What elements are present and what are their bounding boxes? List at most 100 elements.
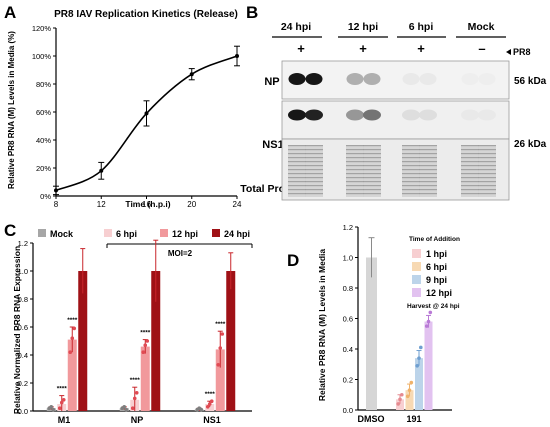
- ns1-band: [402, 109, 420, 121]
- ns1-band: [288, 109, 306, 121]
- ns1-band: [305, 109, 323, 121]
- dot-c: [132, 396, 137, 401]
- significance-c: ****: [215, 321, 226, 328]
- dot-d: [428, 310, 433, 315]
- dot-c: [141, 350, 146, 355]
- x-tick-label-a: 20: [187, 200, 196, 209]
- harvest-note: Harvest @ 24 hpi: [407, 303, 460, 310]
- legend-label-c: Mock: [50, 229, 74, 239]
- category-label-d: 191: [406, 414, 421, 424]
- x-tick-label-a: 12: [97, 200, 106, 209]
- np-band: [305, 73, 323, 85]
- y-tick-label-c: 0.2: [18, 379, 28, 388]
- panel-a: A PR8 IAV Replication Kinetics (Release)…: [4, 3, 242, 209]
- legend-swatch-c: [212, 229, 220, 237]
- panel-letter-a: A: [4, 3, 16, 22]
- dot-d: [417, 356, 421, 360]
- np-band: [363, 73, 381, 85]
- legend-label-d: 1 hpi: [426, 249, 447, 259]
- bar-c: [205, 404, 215, 411]
- total-protein-lane: [288, 145, 306, 197]
- data-point-a: [99, 168, 104, 173]
- dot-d: [424, 324, 429, 328]
- np-band: [402, 73, 420, 85]
- significance-c: ****: [57, 386, 68, 393]
- dot-c: [218, 346, 223, 350]
- category-label-c: M1: [58, 415, 71, 425]
- legend-swatch-d: [412, 262, 421, 271]
- bar-191: [415, 358, 423, 410]
- dot-c: [134, 391, 139, 395]
- legend-swatch-c: [160, 229, 168, 237]
- legend-label-d: 9 hpi: [426, 275, 447, 285]
- condition-label-mock: Mock: [468, 21, 495, 33]
- dot-c: [122, 405, 127, 409]
- dot-c: [220, 332, 225, 336]
- dot-c: [205, 405, 210, 409]
- dot-d: [396, 402, 401, 406]
- ns1-band: [478, 109, 496, 121]
- bar-191: [405, 390, 414, 410]
- dot-d: [409, 380, 414, 385]
- y-tick-label-c: 0.0: [18, 407, 28, 416]
- dot-c: [57, 406, 62, 411]
- dot-c: [207, 402, 212, 406]
- panel-b: B 24 hpi 12 hpi 6 hpi Mock + + + – PR8 N…: [240, 3, 547, 201]
- dot-c: [68, 350, 73, 355]
- legend-swatch-c: [38, 229, 46, 237]
- y-tick-label-a: 40%: [36, 136, 51, 145]
- y-axis-label-a: Relative PR8 RNA (M) Levels in Media (%): [7, 31, 16, 189]
- row-label-ns1: NS1: [262, 139, 283, 151]
- dot-c: [61, 398, 66, 402]
- y-tick-label-c: 0.4: [18, 351, 28, 360]
- bar-c: [67, 339, 77, 411]
- y-tick-label-a: 60%: [36, 108, 51, 117]
- y-tick-label-d: 1.2: [343, 223, 353, 232]
- dot-c: [199, 407, 204, 412]
- dot-c: [72, 326, 77, 331]
- dot-c: [59, 400, 64, 405]
- y-tick-label-c: 0.8: [18, 295, 28, 304]
- bar-c: [151, 271, 161, 411]
- legend-swatch-d: [412, 249, 421, 258]
- x-tick-label-a: 16: [142, 200, 151, 209]
- dot-c: [216, 363, 221, 367]
- chart-title-a: PR8 IAV Replication Kinetics (Release): [54, 9, 238, 20]
- dot-d: [415, 363, 420, 368]
- legend-label-c: 12 hpi: [172, 229, 198, 239]
- condition-label-12hpi: 12 hpi: [348, 21, 378, 33]
- legend-swatch-d: [412, 288, 421, 297]
- total-protein-lane: [461, 145, 479, 197]
- dot-d: [419, 345, 423, 350]
- significance-c: ****: [130, 377, 141, 384]
- panel-c: C Relative Normalized PR8 RNA Expression…: [4, 221, 253, 425]
- category-label-d: DMSO: [358, 414, 385, 424]
- legend-label-d: 6 hpi: [426, 262, 447, 272]
- np-band: [478, 73, 496, 85]
- legend-label-c: 6 hpi: [116, 229, 137, 239]
- panel-d: D Relative PR8 RNA (M) Levels in Media T…: [287, 223, 460, 424]
- legend-label-c: 24 hpi: [224, 229, 250, 239]
- moi-annotation: MOI=2: [168, 249, 193, 258]
- total-protein-lane: [419, 145, 437, 197]
- ns1-band: [363, 109, 381, 121]
- dot-d: [398, 397, 402, 402]
- total-protein-lane: [402, 145, 420, 197]
- bar-dmso: [366, 257, 377, 410]
- significance-c: ****: [205, 391, 216, 398]
- y-axis-label-c: Relative Normalized PR8 RNA Expression: [12, 246, 22, 414]
- dot-c: [49, 405, 54, 409]
- data-point-a: [189, 72, 194, 77]
- y-tick-label-c: 1.0: [18, 267, 28, 276]
- panel-letter-c: C: [4, 221, 16, 240]
- legend-swatch-c: [104, 229, 112, 237]
- total-protein-lane: [346, 145, 364, 197]
- panel-letter-b: B: [246, 3, 258, 22]
- category-label-c: NS1: [203, 415, 221, 425]
- dot-c: [130, 406, 135, 411]
- ns1-band: [346, 109, 364, 121]
- y-tick-label-a: 80%: [36, 80, 51, 89]
- np-band: [419, 73, 437, 85]
- ns1-band: [419, 109, 437, 121]
- data-point-a: [235, 54, 239, 58]
